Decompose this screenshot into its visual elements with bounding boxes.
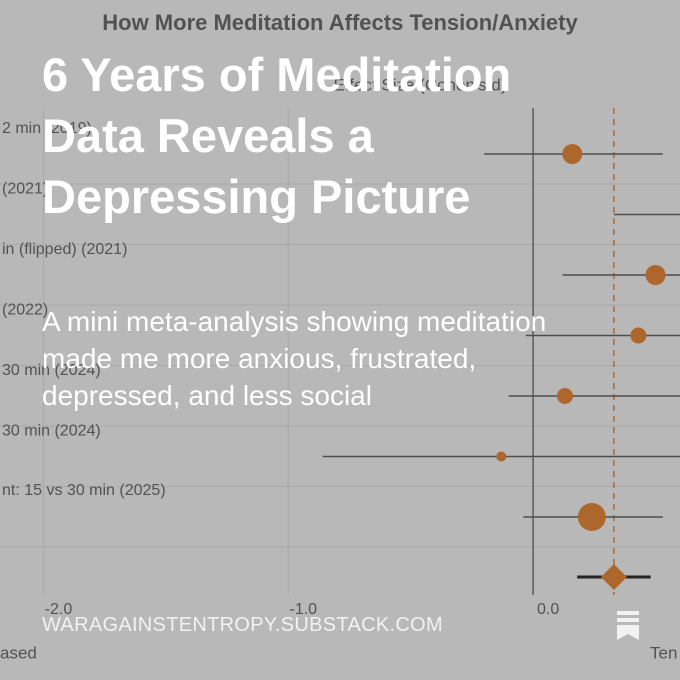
left-label: ased <box>0 643 37 662</box>
x-tick-label: 0.0 <box>537 601 559 618</box>
estimate-dot <box>556 388 573 404</box>
x-tick-label: -2.0 <box>45 601 73 618</box>
row-label: nt: 15 vs 30 min (2025) <box>2 482 166 499</box>
estimate-dot <box>562 144 583 164</box>
x-tick-label: -1.0 <box>290 601 318 618</box>
chart-title: How More Meditation Affects Tension/Anxi… <box>102 10 578 35</box>
bookmark-icon[interactable] <box>617 611 641 641</box>
row-label: 2 min (2019) <box>2 120 92 137</box>
row-label: (2022) <box>2 302 48 319</box>
axis-label: Effect Size (Cohen's d) <box>333 75 506 94</box>
card-title: 6 Years of Meditation Data Reveals a Dep… <box>42 48 512 223</box>
card-subtitle: A mini meta-analysis showing meditation … <box>42 306 547 411</box>
estimate-dot <box>645 265 666 285</box>
row-label: 30 min (2024) <box>2 362 101 379</box>
row-label: in (flipped) (2021) <box>2 241 127 258</box>
summary-diamond <box>600 564 627 590</box>
site-name: WARAGAINSTENTROPY.SUBSTACK.COM <box>42 614 443 636</box>
row-label: 30 min (2024) <box>2 423 101 440</box>
estimate-dot <box>496 451 507 462</box>
estimate-dot <box>577 503 606 531</box>
right-label: Ten <box>650 643 677 662</box>
row-label: (2021) <box>2 181 48 198</box>
estimate-dot <box>630 327 647 344</box>
